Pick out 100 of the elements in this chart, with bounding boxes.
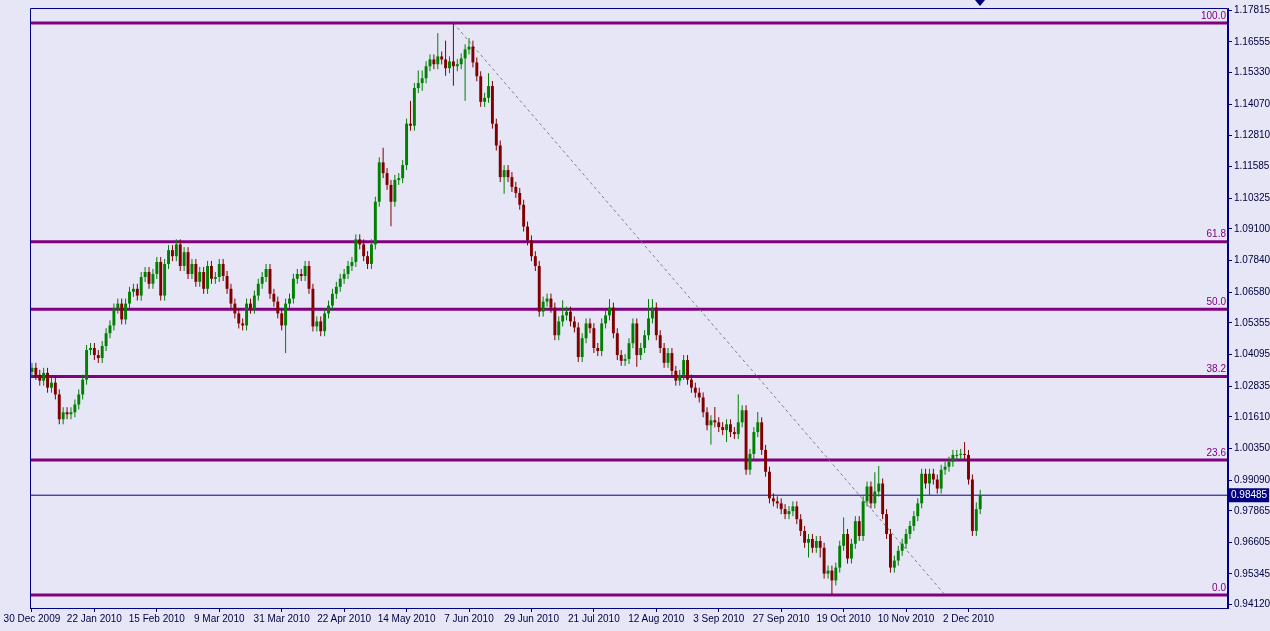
candlestick [167, 244, 170, 270]
candlestick [487, 72, 490, 104]
candlestick [689, 374, 693, 394]
candlestick [736, 393, 740, 440]
y-tick-label: 0.99090 [1234, 473, 1270, 485]
y-tick-label: 1.05355 [1234, 316, 1270, 328]
y-tick-label: 1.01610 [1234, 410, 1270, 422]
candlestick [740, 404, 744, 428]
candlestick [608, 298, 611, 321]
x-tick-label: 31 Mar 2010 [253, 612, 311, 624]
candlestick [650, 298, 654, 324]
y-tick-label: 1.16555 [1234, 35, 1270, 47]
candlestick [869, 481, 873, 509]
candlestick [795, 500, 799, 525]
x-tick-label: 22 Apr 2010 [317, 612, 372, 624]
x-tick-label: 10 Nov 2010 [877, 612, 935, 624]
candlestick [34, 362, 38, 381]
candlestick [416, 69, 420, 94]
candlestick [682, 354, 686, 381]
y-tick-label: 1.04095 [1234, 348, 1270, 360]
candlestick [928, 468, 931, 496]
y-tick-label: 1.11585 [1234, 160, 1270, 172]
candlestick [432, 53, 436, 70]
candlestick [569, 306, 572, 327]
x-tick-label: 29 Jun 2010 [503, 612, 560, 624]
candlestick [409, 100, 412, 132]
candlestick [202, 266, 206, 295]
candlestick [604, 309, 608, 329]
candlestick [643, 329, 647, 354]
candlestick [615, 327, 619, 361]
y-tick-label: 1.00350 [1234, 442, 1270, 454]
x-tick-label: 21 Jul 2010 [568, 612, 621, 624]
candlestick [853, 515, 857, 550]
y-tick-label: 1.07840 [1234, 254, 1270, 266]
candlestick [834, 562, 838, 586]
candlestick [924, 468, 928, 490]
candlestick [803, 525, 807, 549]
candlestick [362, 238, 366, 262]
y-tick-label: 0.97865 [1234, 504, 1270, 516]
candlestick [128, 286, 131, 310]
candlestick [896, 545, 900, 567]
y-tick-label: 1.12810 [1234, 129, 1270, 141]
candlestick [178, 238, 182, 272]
candlestick [545, 293, 549, 308]
x-tick-label: 3 Sep 2010 [693, 612, 745, 624]
candlestick [393, 174, 397, 208]
candlestick [783, 503, 787, 520]
candlestick [838, 540, 842, 574]
candlestick [73, 398, 77, 418]
candlestick [842, 516, 846, 552]
candlestick [647, 298, 650, 341]
candlestick [174, 238, 178, 262]
y-tick-label: 1.14070 [1234, 97, 1270, 109]
candlestick [291, 273, 295, 305]
candlestick [877, 465, 881, 498]
x-tick-label: 15 Feb 2010 [128, 612, 186, 624]
candlestick [963, 441, 967, 461]
candlestick [670, 347, 674, 377]
y-tick-label: 1.09100 [1234, 222, 1270, 234]
candlestick [494, 118, 498, 152]
annotation: 23.6 [1206, 446, 1227, 458]
candlestick [120, 298, 124, 325]
candlestick [217, 258, 221, 283]
x-tick-label: 14 May 2010 [377, 612, 436, 624]
candlestick [939, 464, 943, 495]
x-tick-label: 9 Mar 2010 [193, 612, 245, 624]
candlestick [190, 258, 194, 280]
candlestick [764, 444, 768, 478]
candlestick [974, 501, 978, 537]
candlestick [354, 233, 358, 268]
y-tick-label: 1.02835 [1234, 379, 1270, 391]
candlestick [256, 278, 260, 302]
candlestick [557, 315, 561, 341]
candlestick [518, 187, 522, 211]
candlestick [502, 164, 506, 195]
y-tick-label: 0.96605 [1234, 536, 1270, 548]
candlestick [330, 288, 334, 312]
candlestick [53, 377, 57, 400]
candlestick [885, 508, 889, 540]
candlestick [791, 500, 795, 517]
candlestick [849, 538, 853, 565]
candlestick [561, 299, 565, 327]
annotation: 100.0 [1200, 9, 1227, 21]
candlestick [830, 565, 834, 596]
candlestick [280, 307, 284, 331]
candlestick [529, 234, 533, 262]
candlestick [186, 246, 190, 280]
candlestick [319, 315, 323, 337]
candlestick [709, 414, 713, 446]
y-tick-label: 1.10325 [1234, 191, 1270, 203]
candlestick [713, 406, 717, 428]
annotation: 50.0 [1206, 295, 1227, 307]
candlestick [978, 489, 982, 515]
candlestick [264, 263, 268, 283]
annotation: 38.2 [1206, 363, 1227, 375]
y-tick-label: 1.15330 [1234, 66, 1270, 78]
candlestick [81, 374, 85, 400]
x-tick-label: 30 Dec 2009 [3, 612, 61, 624]
candlestick [799, 513, 803, 537]
candlestick [194, 258, 198, 288]
